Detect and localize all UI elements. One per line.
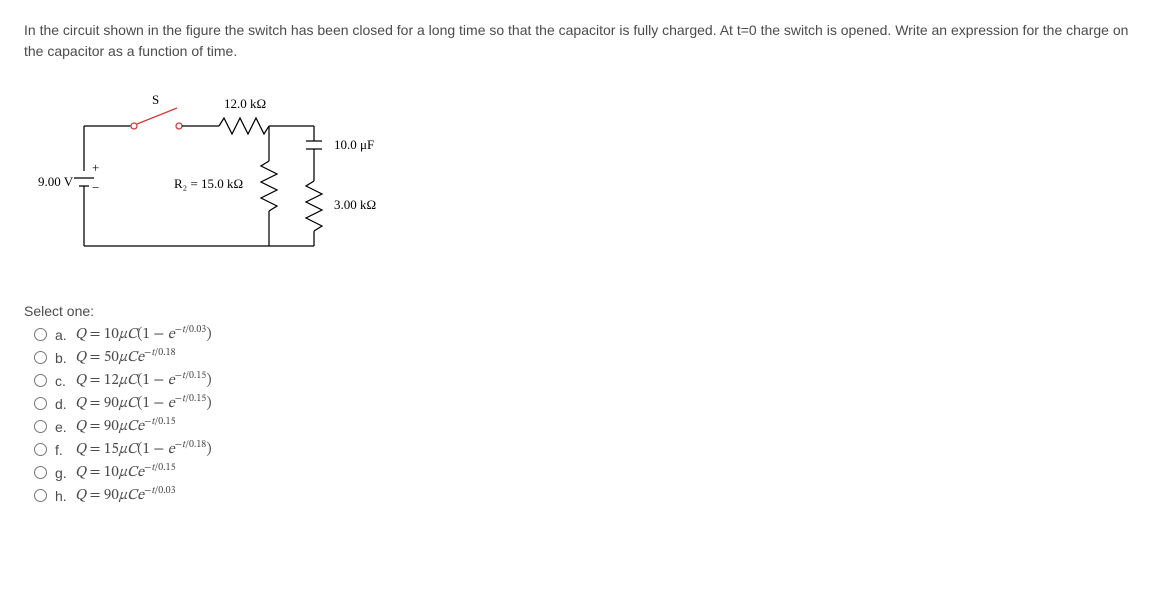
- option-expression: Q = 10μC(1 − e−t/0.03): [75, 325, 212, 344]
- option-letter: d.: [55, 396, 69, 412]
- option-row: h. Q = 90μCe−t/0.03: [34, 486, 1151, 505]
- option-row: c. Q = 12μC(1 − e−t/0.15): [34, 371, 1151, 390]
- options-list: a. Q = 10μC(1 − e−t/0.03) b. Q = 50μCe−t/0.…: [24, 325, 1151, 505]
- option-row: g. Q = 10μCe−t/0.15: [34, 463, 1151, 482]
- svg-text:9.00 V: 9.00 V: [38, 174, 74, 189]
- option-row: d. Q = 90μC(1 − e−t/0.15): [34, 394, 1151, 413]
- option-row: e. Q = 90μCe−t/0.15: [34, 417, 1151, 436]
- svg-text:10.0 μF: 10.0 μF: [334, 137, 374, 152]
- option-expression: Q = 10μCe−t/0.15: [75, 463, 176, 482]
- option-letter: c.: [55, 373, 69, 389]
- option-expression: Q = 12μC(1 − e−t/0.15): [75, 371, 212, 390]
- option-expression: Q = 90μC(1 − e−t/0.15): [75, 394, 212, 413]
- option-letter: g.: [55, 465, 69, 481]
- option-letter: b.: [55, 350, 69, 366]
- option-radio-a[interactable]: [34, 328, 47, 341]
- option-letter: a.: [55, 327, 69, 343]
- option-expression: Q = 90μCe−t/0.03: [75, 486, 176, 505]
- option-expression: Q = 50μCe−t/0.18: [75, 348, 176, 367]
- option-radio-g[interactable]: [34, 466, 47, 479]
- option-radio-e[interactable]: [34, 420, 47, 433]
- question-text: In the circuit shown in the figure the s…: [24, 20, 1151, 62]
- select-one-label: Select one:: [24, 303, 1151, 319]
- option-letter: e.: [55, 419, 69, 435]
- circuit-diagram: + − 9.00 V S 12.0 kΩ 10.0 μF 3.00 kΩ: [34, 86, 1151, 279]
- option-expression: Q = 90μCe−t/0.15: [75, 417, 176, 436]
- svg-text:S: S: [152, 92, 159, 107]
- svg-text:3.00 kΩ: 3.00 kΩ: [334, 197, 376, 212]
- option-letter: f.: [55, 442, 69, 458]
- svg-text:R₂ = 15.0 kΩ: R₂ = 15.0 kΩ: [174, 176, 243, 191]
- option-expression: Q = 15μC(1 − e−t/0.18): [75, 440, 212, 459]
- option-radio-b[interactable]: [34, 351, 47, 364]
- option-radio-d[interactable]: [34, 397, 47, 410]
- svg-text:−: −: [92, 180, 99, 195]
- option-radio-c[interactable]: [34, 374, 47, 387]
- option-row: a. Q = 10μC(1 − e−t/0.03): [34, 325, 1151, 344]
- svg-text:+: +: [92, 160, 99, 175]
- svg-text:12.0 kΩ: 12.0 kΩ: [224, 96, 266, 111]
- option-radio-h[interactable]: [34, 489, 47, 502]
- option-row: f. Q = 15μC(1 − e−t/0.18): [34, 440, 1151, 459]
- option-letter: h.: [55, 488, 69, 504]
- option-row: b. Q = 50μCe−t/0.18: [34, 348, 1151, 367]
- option-radio-f[interactable]: [34, 443, 47, 456]
